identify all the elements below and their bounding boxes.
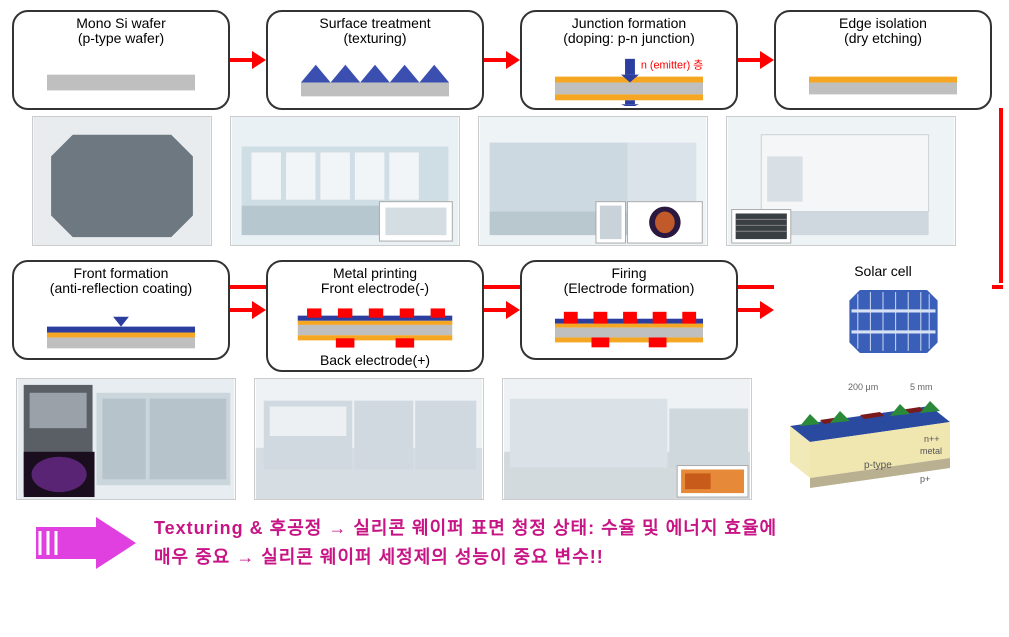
schematic-arc (18, 297, 224, 356)
schematic-cell (778, 279, 988, 358)
photo-firing-machine (502, 378, 752, 500)
schematic-firing (526, 297, 732, 356)
note-line2: 매우 중요 → 실리콘 웨이퍼 세정제의 성능이 중요 변수!! (154, 543, 777, 572)
magenta-arrow-icon (30, 515, 140, 571)
arrow-icon (738, 260, 774, 360)
photo-cell-structure: 200 μm 5 mm n++ metal p-type p+ (770, 378, 970, 500)
step-sub: (texturing) (343, 31, 406, 46)
schematic-edge (780, 47, 986, 106)
bottom-note: Texturing & 후공정 → 실리콘 웨이퍼 표면 청정 상태: 수율 및… (30, 514, 1009, 572)
schematic-wafer (18, 47, 224, 106)
step-sub2: Back electrode(+) (320, 353, 430, 368)
note-line1: Texturing & 후공정 → 실리콘 웨이퍼 표면 청정 상태: 수율 및… (154, 514, 777, 543)
top-photo-row (32, 116, 1009, 246)
photo-printing-machine (254, 378, 484, 500)
svg-text:5 mm: 5 mm (910, 382, 933, 392)
step-solar-cell: Solar cell (774, 260, 992, 360)
step-metal-printing: Metal printing Front electrode(-) Back e… (266, 260, 484, 372)
step-mono-si: Mono Si wafer (p-type wafer) (12, 10, 230, 110)
step-arc: Front formation (anti-reflection coating… (12, 260, 230, 360)
step-edge-isolation: Edge isolation (dry etching) (774, 10, 992, 110)
step-sub: (doping: p-n junction) (563, 31, 695, 46)
photo-etching-machine (726, 116, 956, 246)
photo-arc-machine (16, 378, 236, 500)
step-title: Solar cell (854, 264, 912, 279)
step-sub: (Electrode formation) (564, 281, 695, 296)
step-title: Junction formation (572, 16, 686, 31)
arrow-icon (230, 260, 266, 360)
schematic-texture (272, 47, 478, 106)
step-title: Edge isolation (839, 16, 927, 31)
svg-text:p-type: p-type (864, 460, 892, 471)
step-title: Surface treatment (319, 16, 430, 31)
step-sub: (dry etching) (844, 31, 922, 46)
photo-texturing-machine (230, 116, 460, 246)
photo-wafer (32, 116, 212, 246)
arrow-icon (738, 10, 774, 110)
step-title: Front formation (74, 266, 169, 281)
bottom-row: Front formation (anti-reflection coating… (12, 260, 1009, 372)
step-firing: Firing (Electrode formation) (520, 260, 738, 360)
connector-vertical-right (999, 108, 1003, 283)
svg-text:p+: p+ (920, 474, 930, 484)
svg-text:200 μm: 200 μm (848, 382, 878, 392)
step-sub: (p-type wafer) (78, 31, 164, 46)
svg-text:metal: metal (920, 446, 942, 456)
step-title: Firing (611, 266, 646, 281)
note-text-block: Texturing & 후공정 → 실리콘 웨이퍼 표면 청정 상태: 수율 및… (154, 514, 777, 572)
svg-text:n++: n++ (924, 434, 940, 444)
bottom-photo-row: 200 μm 5 mm n++ metal p-type p+ (16, 378, 1009, 500)
step-junction: Junction formation (doping: p-n junction… (520, 10, 738, 110)
schematic-metal (272, 297, 478, 353)
step-sub: Front electrode(-) (321, 281, 429, 296)
step-texturing: Surface treatment (texturing) (266, 10, 484, 110)
step-title: Metal printing (333, 266, 417, 281)
step-sub: (anti-reflection coating) (50, 281, 192, 296)
top-row: Mono Si wafer (p-type wafer) Surface tre… (12, 10, 1009, 110)
step-title: Mono Si wafer (76, 16, 165, 31)
schematic-junction: n (emitter) 층 (526, 47, 732, 106)
photo-doping-machine (478, 116, 708, 246)
emitter-label: n (emitter) 층 (641, 58, 703, 71)
arrow-icon (484, 10, 520, 110)
arrow-icon (230, 10, 266, 110)
arrow-icon (484, 260, 520, 360)
